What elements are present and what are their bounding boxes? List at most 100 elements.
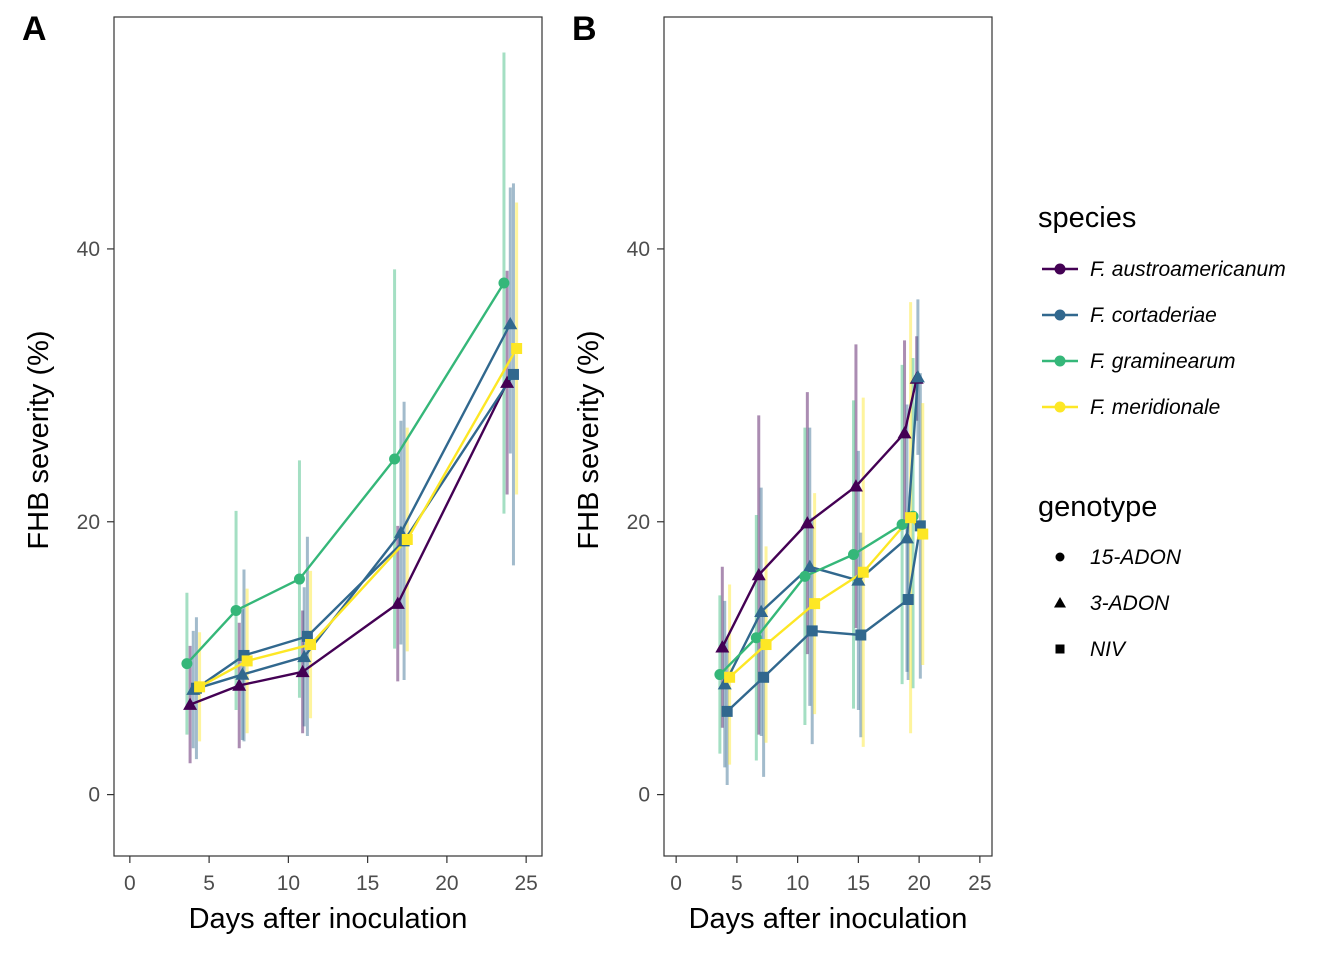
panel-b-y-tick-label: 20 (627, 511, 650, 534)
panel-b-point-f-meridionale-niv (760, 639, 772, 651)
legend-species-entries: F. austroamericanum F. cortaderiae F. gram… (1042, 258, 1286, 419)
panel-b-point-f-cortaderiae-niv (806, 625, 818, 637)
panel-a-line-f-austroamericanum-3-adon (189, 382, 509, 706)
panel-b-point-f-cortaderiae-3-adon (899, 531, 914, 544)
panel-a-point-f-meridionale-niv (194, 681, 206, 693)
panel-a-plot-border (113, 16, 543, 857)
panel-b-point-f-cortaderiae-3-adon (717, 677, 732, 690)
panel-b-x-tick-label: 10 (786, 872, 809, 895)
panel-b-point-f-cortaderiae-niv (721, 705, 733, 717)
legend-key-point-f-graminearum (1054, 355, 1066, 367)
panel-a-x-tick-label: 20 (435, 872, 458, 895)
panel-a-point-f-cortaderiae-3-adon (297, 649, 312, 663)
panel-b-point-f-graminearum-15-adon (896, 518, 908, 530)
legend-genotype-title: genotype (1038, 491, 1157, 523)
panel-b-point-f-cortaderiae-3-adon (754, 604, 769, 618)
panel-a-point-f-graminearum-15-adon (293, 573, 305, 585)
panel-a-line-f-cortaderiae-3-adon (192, 323, 512, 691)
panel-b-point-f-austroamericanum-3-adon (897, 426, 912, 439)
legend: species F. austroamericanum F. cortaderia… (1038, 202, 1286, 661)
panel-a-y-axis-title: FHB severity (%) (23, 330, 55, 549)
panel-b-point-f-meridionale-niv (917, 528, 929, 540)
panel-b-plot-border (663, 16, 993, 857)
panel-a-point-f-austroamericanum-3-adon (232, 678, 247, 691)
legend-species-title: species (1038, 202, 1136, 234)
panel-a-point-f-graminearum-15-adon (230, 604, 242, 616)
panel-b-y-axis: 0 20 40 (627, 238, 664, 807)
panel-a-x-axis: 0 5 10 15 20 25 (124, 856, 538, 895)
panel-b-x-tick-label: 25 (968, 872, 991, 895)
panel-b-point-f-austroamericanum-3-adon (715, 640, 730, 653)
panel-b-point-f-meridionale-niv (857, 566, 869, 578)
panel-a-x-tick-label: 5 (203, 872, 215, 895)
panel-b-x-axis: 0 5 10 15 20 25 (670, 856, 992, 895)
panel-b-point-f-graminearum-15-adon (799, 570, 811, 582)
panel-b-y-tick-label: 40 (627, 238, 650, 261)
panel-a-point-f-meridionale-niv (305, 639, 317, 651)
legend-genotype-label-15-adon: 15-ADON (1090, 546, 1182, 569)
panel-a-point-f-austroamericanum-3-adon (183, 697, 198, 710)
legend-genotype-label-niv: NIV (1090, 638, 1127, 661)
panel-a-x-tick-label: 15 (356, 872, 379, 895)
legend-label-f-meridionale: F. meridionale (1090, 396, 1220, 419)
panel-b-y-axis-title: FHB severity (%) (573, 330, 605, 549)
panel-b-y-tick-label: 0 (638, 784, 650, 807)
panel-a-point-f-graminearum-15-adon (498, 277, 510, 289)
panel-a-point-f-cortaderiae-niv (507, 368, 519, 380)
panel-a-point-f-meridionale-niv (511, 343, 523, 355)
panel-b-x-tick-label: 20 (907, 872, 930, 895)
panel-b-point-f-cortaderiae-niv (758, 671, 770, 683)
panel-a-point-f-cortaderiae-3-adon (503, 316, 518, 330)
panel-b-x-tick-label: 5 (731, 872, 743, 895)
panel-a: A 0 5 10 15 20 25 0 20 40 Days after inoculatio… (22, 10, 543, 935)
panel-a-point-f-meridionale-niv (401, 533, 413, 545)
legend-label-f-graminearum: F. graminearum (1090, 350, 1236, 373)
panel-a-point-f-cortaderiae-3-adon (235, 667, 250, 680)
panel-b: B 0 5 10 15 20 25 0 20 40 Days after inoculatio… (572, 10, 993, 935)
legend-key-point-f-cortaderiae (1054, 309, 1066, 321)
panel-b-line-f-austroamericanum-3-adon (721, 378, 918, 648)
panel-a-letter: A (22, 10, 47, 48)
panel-a-plot-area (181, 52, 523, 764)
legend-genotype-label-3-adon: 3-ADON (1090, 592, 1170, 615)
panel-b-x-tick-label: 15 (847, 872, 870, 895)
panel-b-point-f-cortaderiae-3-adon (851, 573, 866, 586)
panel-b-point-f-austroamericanum-3-adon (800, 516, 815, 529)
panel-b-point-f-graminearum-15-adon (848, 549, 860, 561)
legend-genotype-entries: 15-ADON 3-ADON NIV (1054, 546, 1182, 661)
legend-genotype-key-3-adon (1054, 597, 1066, 608)
panel-b-point-f-graminearum-15-adon (714, 669, 726, 681)
panel-a-y-tick-label: 20 (77, 511, 100, 534)
panel-a-point-f-graminearum-15-adon (181, 658, 193, 670)
panel-a-x-tick-label: 0 (124, 872, 136, 895)
panel-b-point-f-cortaderiae-3-adon (802, 559, 817, 573)
legend-genotype-key-15-adon (1055, 552, 1065, 562)
legend-label-f-cortaderiae: F. cortaderiae (1090, 304, 1217, 327)
panel-b-point-f-meridionale-niv (905, 512, 917, 524)
panel-a-x-axis-title: Days after inoculation (189, 903, 468, 935)
panel-a-x-tick-label: 10 (277, 872, 300, 895)
panel-b-line-f-cortaderiae-3-adon (723, 377, 920, 685)
panel-a-point-f-graminearum-15-adon (389, 453, 401, 465)
panel-b-point-f-austroamericanum-3-adon (848, 479, 863, 492)
panel-b-x-axis-title: Days after inoculation (689, 903, 968, 935)
panel-b-point-f-austroamericanum-3-adon (751, 567, 766, 581)
panel-b-line-f-cortaderiae-niv (726, 525, 922, 713)
panel-a-point-f-austroamericanum-3-adon (500, 375, 515, 388)
legend-key-point-f-meridionale (1054, 401, 1066, 413)
panel-b-point-f-cortaderiae-niv (855, 629, 867, 641)
panel-b-point-f-cortaderiae-niv (902, 594, 914, 606)
legend-key-point-f-austroamericanum (1054, 263, 1066, 275)
legend-genotype-key-niv (1055, 644, 1065, 654)
panel-b-point-f-graminearum-15-adon (750, 632, 762, 644)
panel-b-plot-area (714, 299, 929, 786)
panel-a-x-tick-label: 25 (514, 872, 537, 895)
panel-a-y-axis: 0 20 40 (77, 238, 114, 807)
panel-a-point-f-meridionale-niv (241, 655, 253, 667)
legend-label-f-austroamericanum: F. austroamericanum (1090, 258, 1286, 281)
panel-a-point-f-austroamericanum-3-adon (295, 664, 310, 678)
panel-b-point-f-cortaderiae-3-adon (910, 370, 925, 383)
panel-b-letter: B (572, 10, 597, 48)
panel-a-point-f-austroamericanum-3-adon (390, 596, 405, 609)
